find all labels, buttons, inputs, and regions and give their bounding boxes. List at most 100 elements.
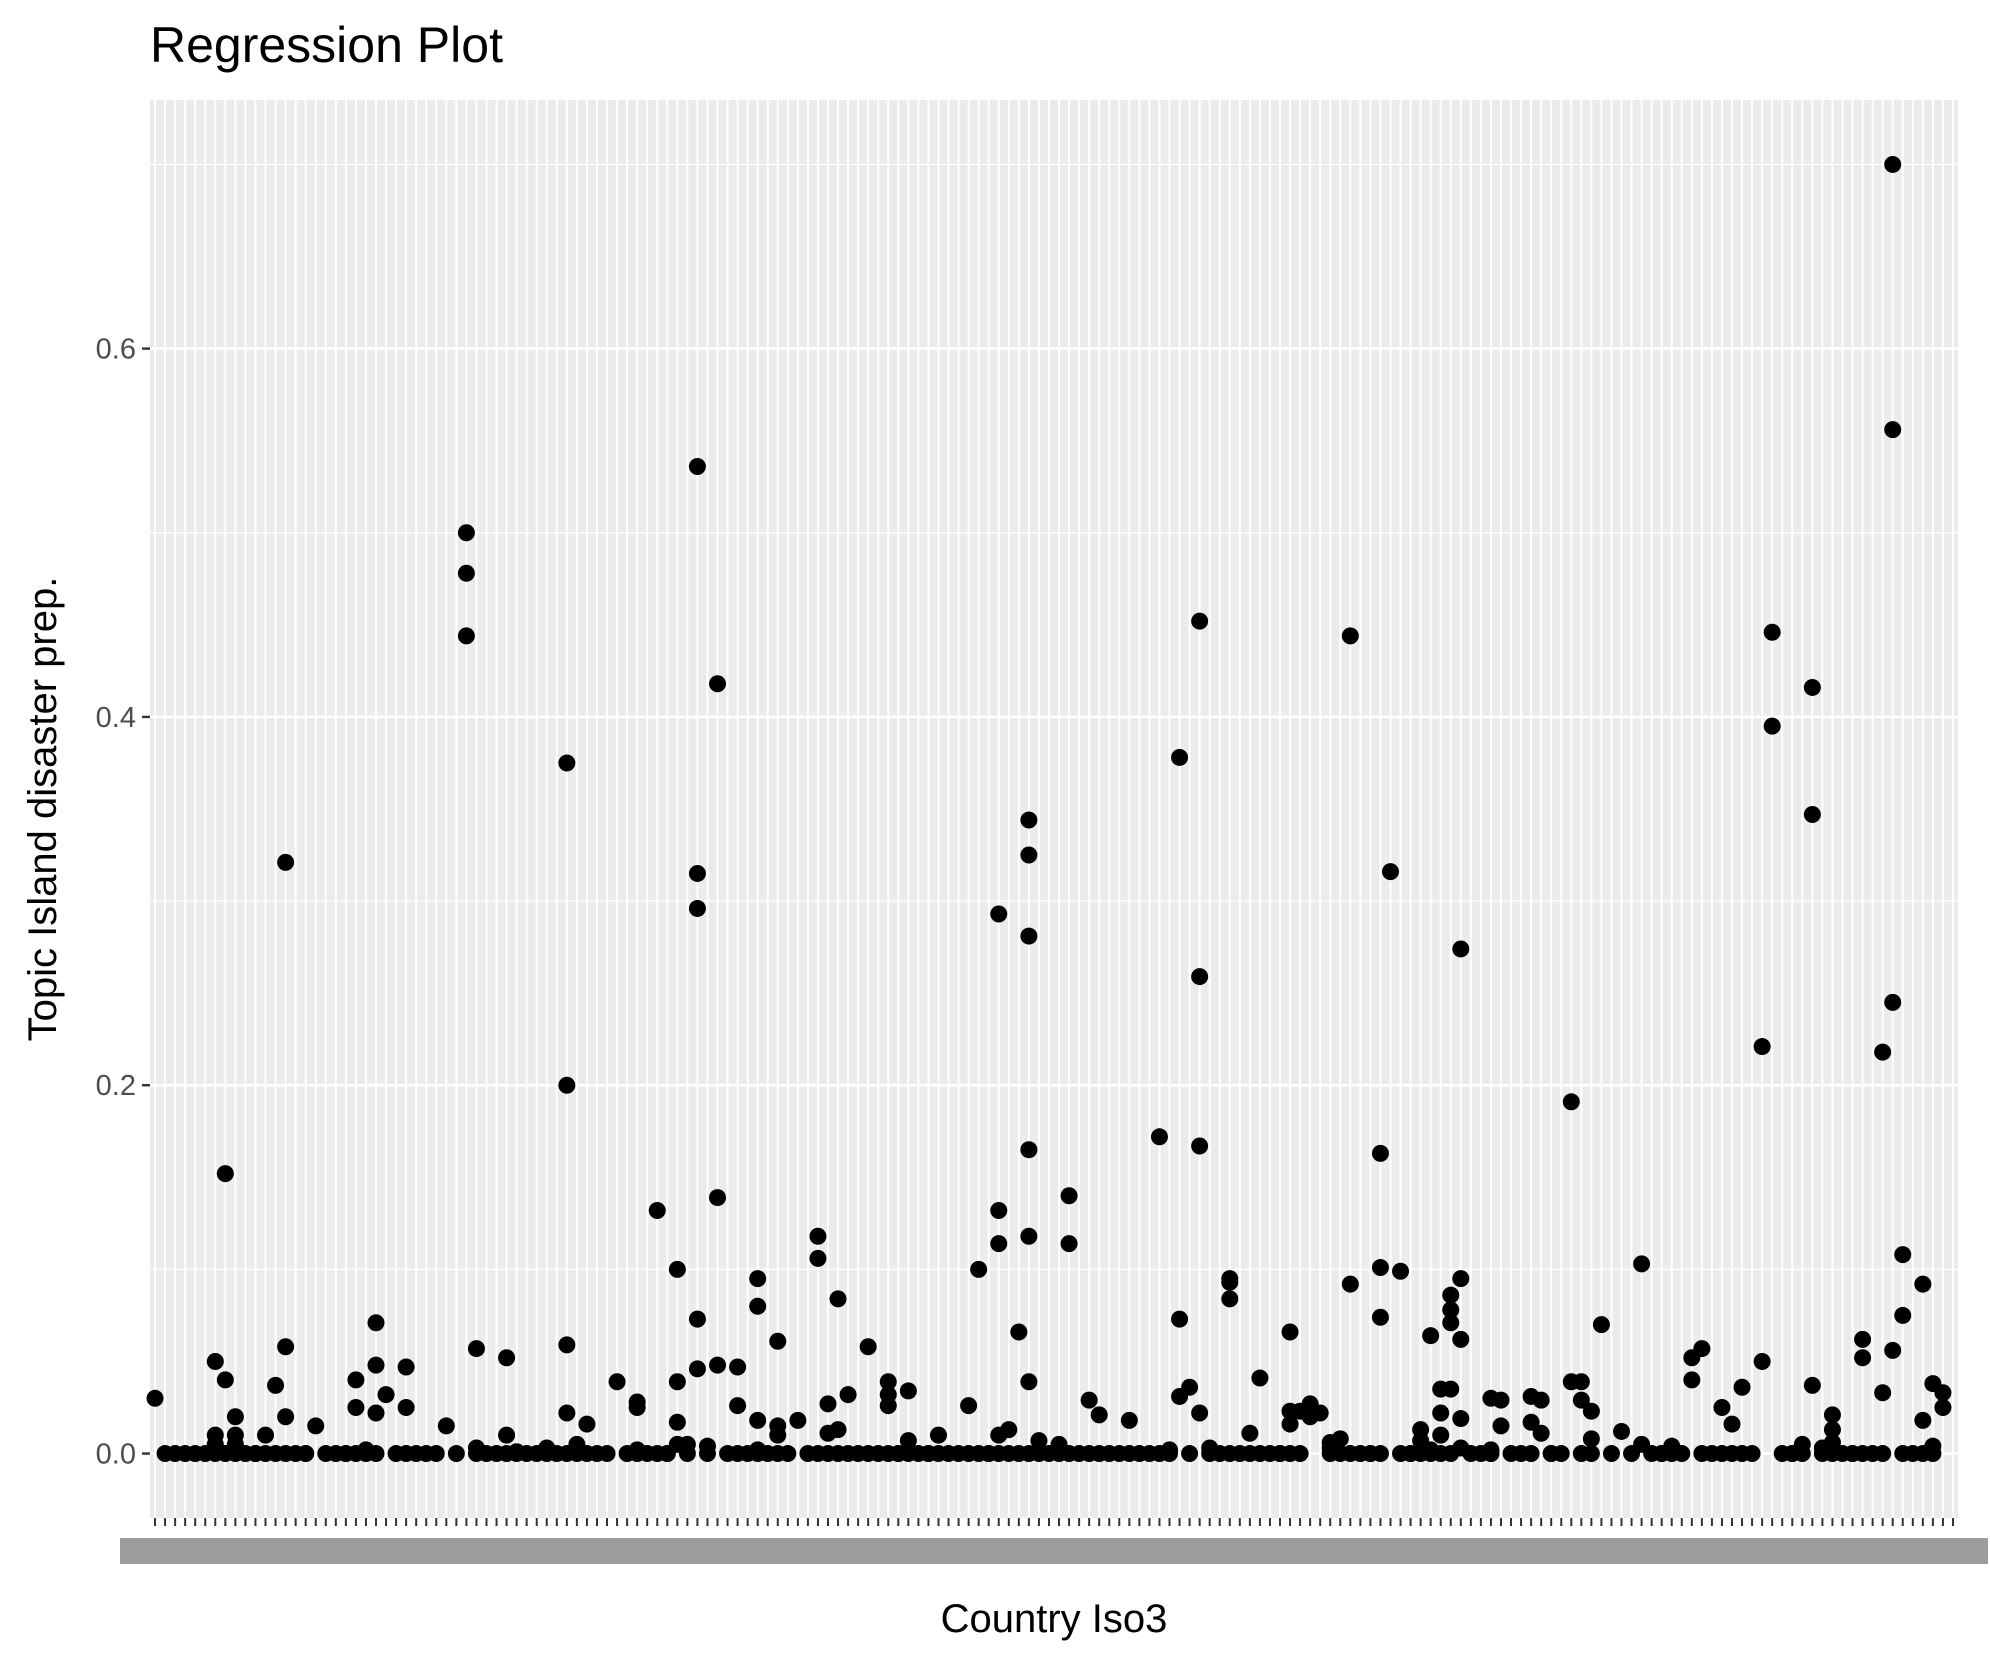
data-point <box>1171 748 1189 766</box>
data-point <box>1924 1437 1942 1455</box>
y-tick-label: 0.2 <box>96 1070 136 1102</box>
data-point <box>1452 1270 1470 1288</box>
data-point <box>1331 1430 1349 1448</box>
data-point <box>1080 1391 1098 1409</box>
data-point <box>397 1399 415 1417</box>
data-point <box>1371 1308 1389 1326</box>
data-point <box>1763 623 1781 641</box>
data-point <box>1020 811 1038 829</box>
data-point <box>970 1260 988 1278</box>
data-point <box>628 1393 646 1411</box>
data-point <box>1874 1445 1892 1463</box>
data-point <box>779 1445 797 1463</box>
x-axis <box>120 1518 1988 1564</box>
data-point <box>1884 1341 1902 1359</box>
data-point <box>1753 1352 1771 1370</box>
data-point <box>688 864 706 882</box>
data-point <box>1020 846 1038 864</box>
data-point <box>1592 1316 1610 1334</box>
data-point <box>1934 1384 1952 1402</box>
data-point <box>1452 1330 1470 1348</box>
data-point <box>648 1201 666 1219</box>
y-axis: 0.0 0.2 0.4 0.6 <box>96 334 150 1471</box>
data-point <box>1442 1380 1460 1398</box>
data-point <box>1030 1432 1048 1450</box>
data-point <box>1914 1411 1932 1429</box>
data-point <box>277 853 295 871</box>
data-point <box>829 1421 847 1439</box>
data-point <box>1020 1373 1038 1391</box>
data-point <box>1181 1378 1199 1396</box>
data-point <box>1020 1227 1038 1245</box>
data-point <box>1492 1417 1510 1435</box>
data-point <box>879 1386 897 1404</box>
data-point <box>1171 1310 1189 1328</box>
data-point <box>1884 421 1902 439</box>
data-point <box>578 1415 596 1433</box>
data-point <box>1442 1314 1460 1332</box>
data-point <box>1060 1187 1078 1205</box>
data-point <box>216 1371 234 1389</box>
data-point <box>929 1426 947 1444</box>
data-point <box>990 1235 1008 1253</box>
data-point <box>1251 1369 1269 1387</box>
data-point <box>789 1411 807 1429</box>
data-point <box>1010 1323 1028 1341</box>
x-axis-title: Country Iso3 <box>941 1597 1168 1641</box>
data-point <box>668 1373 686 1391</box>
data-point <box>498 1426 516 1444</box>
data-point <box>347 1399 365 1417</box>
data-point <box>879 1373 897 1391</box>
y-tick-label: 0.6 <box>96 334 136 366</box>
plot-panel <box>150 100 1958 1518</box>
data-point <box>899 1432 917 1450</box>
data-point <box>668 1413 686 1431</box>
data-point <box>467 1340 485 1358</box>
data-point <box>1341 627 1359 645</box>
data-point <box>809 1227 827 1245</box>
data-point <box>598 1445 616 1463</box>
data-point <box>1673 1445 1691 1463</box>
data-point <box>1793 1445 1811 1463</box>
data-point <box>1191 968 1209 986</box>
data-point <box>1823 1433 1841 1451</box>
data-point <box>1733 1378 1751 1396</box>
data-point <box>1241 1424 1259 1442</box>
data-point <box>1803 1376 1821 1394</box>
data-point <box>899 1382 917 1400</box>
data-point <box>558 1076 576 1094</box>
y-tick-label: 0.0 <box>96 1439 136 1471</box>
data-point <box>1683 1371 1701 1389</box>
data-point <box>1422 1327 1440 1345</box>
data-point <box>146 1389 164 1407</box>
data-point <box>1803 678 1821 696</box>
data-point <box>457 627 475 645</box>
data-point <box>1090 1406 1108 1424</box>
data-point <box>498 1349 516 1367</box>
data-point <box>1894 1306 1912 1324</box>
data-point <box>277 1408 295 1426</box>
data-point <box>839 1386 857 1404</box>
data-point <box>1532 1391 1550 1409</box>
x-tick-labels-overlap <box>120 1538 1988 1564</box>
gridlines-x <box>154 100 1954 1518</box>
data-point <box>688 457 706 475</box>
data-point <box>709 1189 727 1207</box>
data-point <box>1221 1290 1239 1308</box>
data-point <box>1341 1275 1359 1293</box>
data-point <box>1572 1391 1590 1409</box>
data-point <box>367 1445 385 1463</box>
data-point <box>688 899 706 917</box>
chart-title: Regression Plot <box>150 17 503 73</box>
data-point <box>1191 612 1209 630</box>
minor-gridlines-y <box>150 163 1958 1270</box>
data-point <box>829 1290 847 1308</box>
data-point <box>1693 1340 1711 1358</box>
data-point <box>1874 1384 1892 1402</box>
data-point <box>769 1417 787 1435</box>
data-point <box>1060 1235 1078 1253</box>
data-point <box>558 1404 576 1422</box>
data-point <box>749 1270 767 1288</box>
data-point <box>437 1417 455 1435</box>
